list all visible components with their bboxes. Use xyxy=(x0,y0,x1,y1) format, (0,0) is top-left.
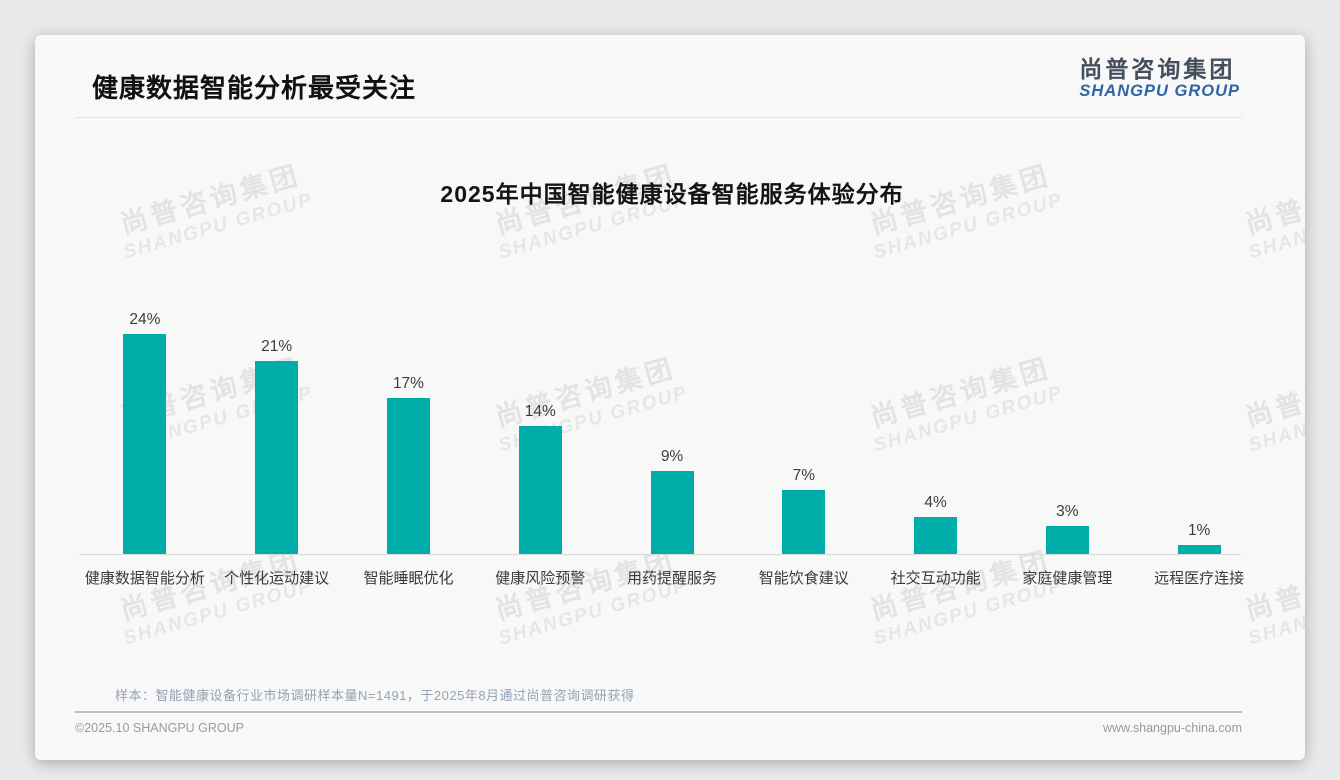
bar-value-label: 7% xyxy=(792,467,815,484)
category-label: 智能睡眠优化 xyxy=(363,570,454,587)
bar-chart-plot: 24% 21% 17% 14% 9% 7% 4% 3% 1% xyxy=(79,307,1265,554)
category-label: 智能饮食建议 xyxy=(758,570,849,587)
logo-english-text: SHANGPU GROUP xyxy=(1079,82,1240,101)
bar-column: 3% xyxy=(1001,307,1133,554)
bar xyxy=(255,361,299,554)
bar xyxy=(650,471,694,554)
bar-value-label: 14% xyxy=(524,403,556,420)
chart-title: 2025年中国智能健康设备智能服务体验分布 xyxy=(440,181,904,207)
bar xyxy=(914,517,958,554)
logo-chinese-text: 尚普咨询集团 xyxy=(1079,56,1236,82)
bar-value-label: 4% xyxy=(924,494,947,511)
bar-column: 24% xyxy=(79,307,211,554)
bar-column: 4% xyxy=(870,307,1002,554)
slide-card: 尚普咨询集团 SHANGPU GROUP 尚普咨询集团 SHANGPU GROUP 尚普… xyxy=(35,35,1305,760)
sample-note: 样本：智能健康设备行业市场调研样本量N=1491，于2025年8月通过尚普咨询调… xyxy=(115,688,635,703)
company-logo: 尚普咨询集团 SHANGPU GROUP xyxy=(1079,57,1240,100)
category-label: 远程医疗连接 xyxy=(1154,570,1245,587)
category-label: 健康数据智能分析 xyxy=(84,570,205,587)
x-axis-line xyxy=(79,554,1241,555)
bar-value-label: 21% xyxy=(261,338,293,355)
bar xyxy=(123,334,167,554)
footer: ©2025.10 SHANGPU GROUP www.shangpu-china… xyxy=(75,721,1242,735)
bar-column: 7% xyxy=(738,307,870,554)
header: 健康数据智能分析最受关注 尚普咨询集团 SHANGPU GROUP xyxy=(75,35,1242,118)
footer-divider xyxy=(75,711,1242,713)
category-label: 个性化运动建议 xyxy=(224,570,330,587)
footer-copyright: ©2025.10 SHANGPU GROUP xyxy=(75,721,244,735)
bar-column: 1% xyxy=(1133,307,1265,554)
bar-column: 14% xyxy=(474,307,606,554)
bar-value-label: 3% xyxy=(1056,503,1079,520)
bar-column: 17% xyxy=(343,307,475,554)
bar xyxy=(782,490,826,554)
bar xyxy=(1045,526,1089,554)
bar-column: 21% xyxy=(211,307,343,554)
bar-value-label: 1% xyxy=(1187,522,1211,539)
category-label: 用药提醒服务 xyxy=(627,570,718,587)
bar xyxy=(1177,545,1221,554)
page-title: 健康数据智能分析最受关注 xyxy=(92,73,417,103)
category-label: 家庭健康管理 xyxy=(1022,570,1113,587)
category-label: 健康风险预警 xyxy=(495,570,586,587)
bar-value-label: 24% xyxy=(129,311,161,328)
x-axis-category-labels: 健康数据智能分析 个性化运动建议 智能睡眠优化 健康风险预警 用药提醒服务 智能饮食建议 社… xyxy=(79,567,1265,588)
bar-column: 9% xyxy=(606,307,738,554)
bar-value-label: 17% xyxy=(392,375,424,392)
category-label: 社交互动功能 xyxy=(890,570,981,587)
footer-website: www.shangpu-china.com xyxy=(1103,721,1242,735)
bar-value-label: 9% xyxy=(660,448,684,465)
bar xyxy=(518,426,562,554)
bar xyxy=(386,398,430,554)
